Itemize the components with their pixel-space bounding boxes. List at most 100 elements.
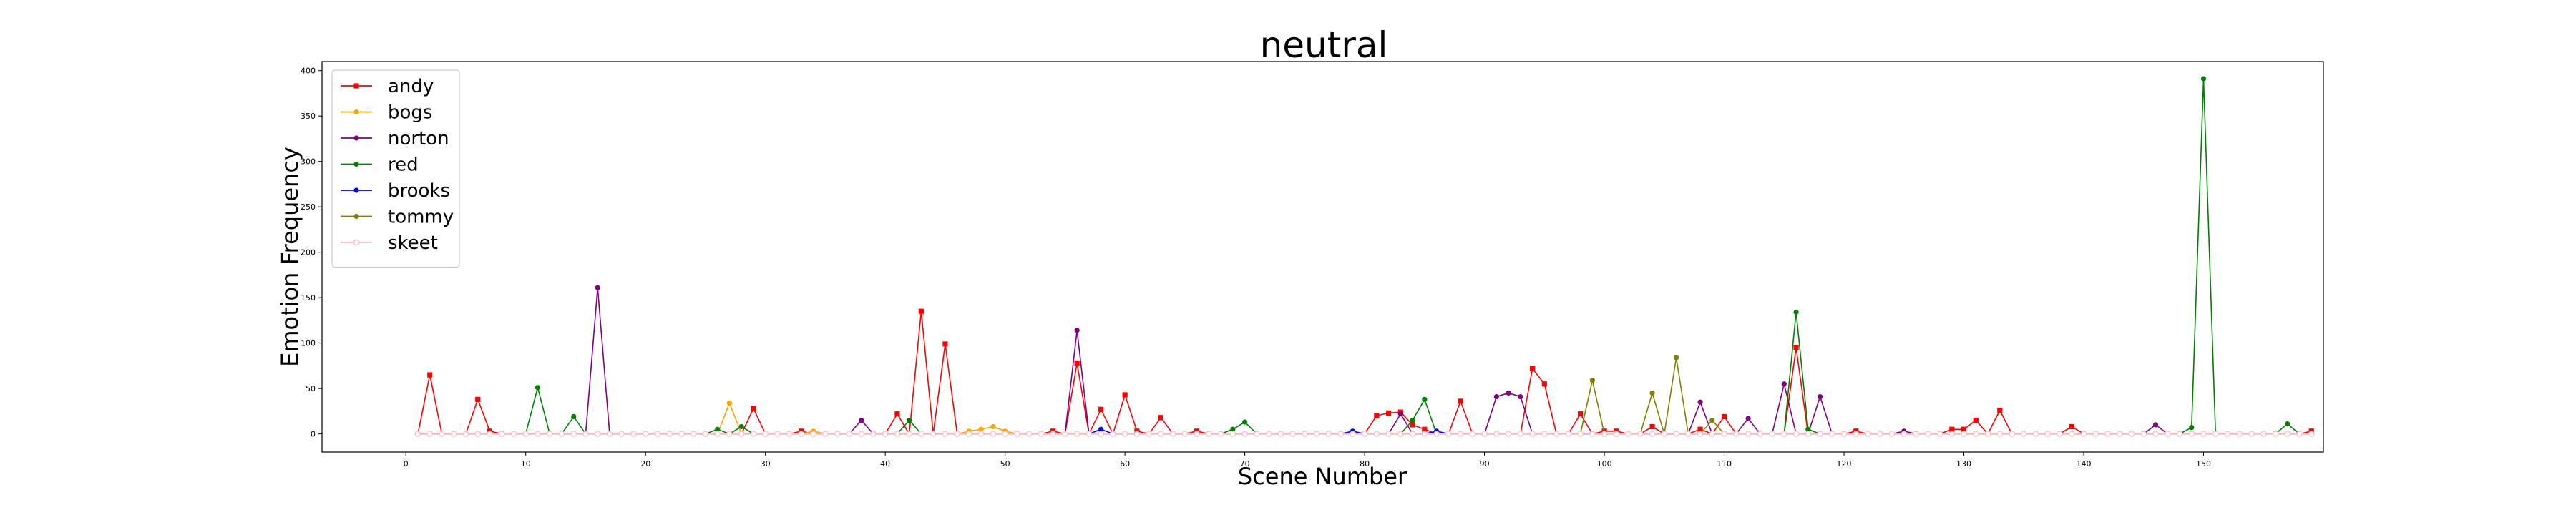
data-point: [678, 431, 685, 437]
data-point: [1469, 431, 1476, 437]
legend-label: bogs: [388, 102, 432, 124]
data-point: [1625, 431, 1631, 437]
data-point: [1721, 431, 1727, 437]
data-point: [1589, 378, 1595, 383]
data-point: [1374, 413, 1380, 418]
data-point: [1002, 431, 1008, 437]
data-point: [1949, 426, 1955, 432]
data-point: [1085, 431, 1093, 437]
data-point: [1098, 426, 1104, 432]
data-point: [571, 413, 577, 420]
data-point: [1685, 431, 1692, 437]
data-point: [1350, 431, 1356, 437]
data-point: [439, 431, 445, 437]
series-red: [417, 76, 2312, 435]
data-point: [1422, 426, 1428, 432]
data-point: [1254, 431, 1260, 437]
series-bogs: [417, 400, 2312, 435]
data-point: [1206, 431, 1212, 437]
data-point: [2152, 422, 2159, 428]
data-point: [990, 431, 997, 437]
data-point: [715, 426, 721, 432]
data-point: [1445, 431, 1452, 437]
data-point: [1541, 431, 1548, 437]
data-point: [1589, 431, 1596, 437]
legend-label: andy: [388, 76, 434, 97]
data-point: [1421, 431, 1428, 437]
data-point: [1996, 431, 2003, 437]
data-point: [738, 431, 745, 437]
y-tick-label: 300: [301, 157, 316, 167]
data-point: [1721, 413, 1727, 420]
data-point: [2117, 431, 2123, 437]
x-tick-label: 30: [761, 459, 771, 469]
data-point: [1973, 417, 1979, 423]
data-point: [1745, 416, 1751, 421]
data-point: [1936, 431, 1943, 437]
data-point: [714, 431, 721, 437]
data-point: [499, 431, 505, 437]
data-point: [2069, 431, 2075, 437]
data-point: [1961, 426, 1967, 432]
data-point: [1074, 360, 1080, 366]
data-point: [1410, 422, 1415, 428]
y-axis-title: Emotion Frequency: [276, 147, 303, 367]
data-point: [1062, 431, 1068, 437]
data-point: [547, 431, 553, 437]
data-point: [691, 431, 697, 437]
data-point: [2308, 431, 2315, 437]
data-point: [2260, 431, 2267, 437]
data-point: [738, 423, 744, 430]
data-point: [1014, 431, 1020, 437]
data-point: [726, 431, 733, 437]
data-point: [1793, 345, 1799, 350]
data-point: [1493, 393, 1499, 400]
data-point: [2057, 431, 2063, 437]
data-point: [2248, 431, 2255, 437]
data-point: [1793, 309, 1799, 315]
legend-item-brooks: brooks: [341, 180, 450, 202]
data-point: [1697, 426, 1703, 432]
data-point: [2165, 431, 2171, 437]
data-point: [1386, 410, 1392, 416]
data-point: [2080, 431, 2087, 437]
data-point: [2092, 431, 2099, 437]
data-point: [535, 385, 541, 391]
data-point: [451, 431, 457, 437]
data-point: [606, 431, 613, 437]
data-point: [1997, 407, 2003, 413]
data-point: [1409, 431, 1416, 437]
data-point: [930, 431, 937, 437]
data-point: [353, 135, 359, 141]
data-point: [906, 431, 912, 437]
legend-item-andy: andy: [341, 76, 434, 97]
data-point: [1781, 381, 1787, 387]
data-point: [1458, 398, 1463, 404]
data-point: [1397, 431, 1404, 437]
data-point: [2189, 425, 2195, 431]
data-point: [1817, 431, 1823, 437]
data-point: [595, 431, 601, 437]
x-tick-label: 100: [1597, 459, 1612, 469]
data-point: [1529, 366, 1536, 371]
data-point: [1649, 431, 1656, 437]
data-point: [1840, 431, 1848, 437]
data-point: [702, 431, 709, 437]
data-point: [1422, 396, 1428, 402]
data-point: [978, 426, 984, 432]
series-andy: [417, 308, 2314, 436]
data-point: [834, 431, 841, 437]
data-point: [1110, 431, 1116, 437]
series-lines: [414, 76, 2315, 437]
y-tick-label: 50: [306, 384, 316, 393]
data-point: [810, 431, 816, 437]
data-point: [1481, 431, 1488, 437]
data-point: [1901, 431, 1908, 437]
data-point: [2176, 431, 2183, 437]
data-point: [774, 431, 781, 437]
data-point: [475, 396, 481, 402]
data-point: [1637, 431, 1644, 437]
x-tick-label: 20: [640, 459, 650, 469]
data-point: [1913, 431, 1919, 437]
